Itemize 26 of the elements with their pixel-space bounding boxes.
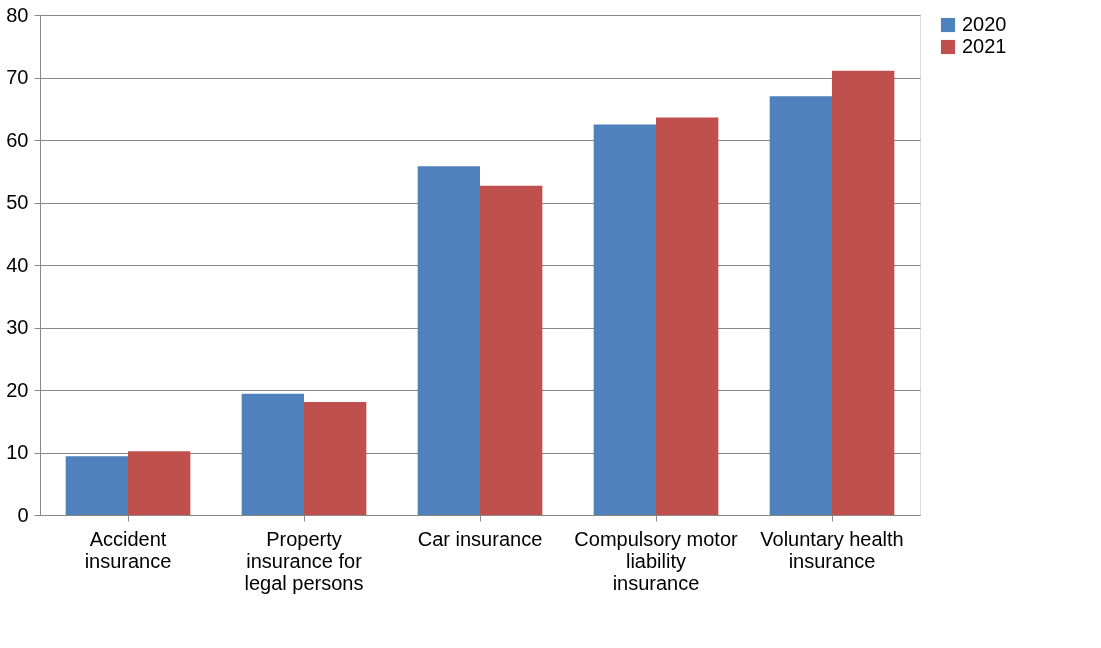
x-tick-label: Property insurance for legal persons [244, 527, 364, 594]
y-tick-label: 0 [17, 503, 29, 526]
x-tick-label: Car insurance [417, 527, 543, 550]
bar [128, 451, 191, 515]
y-tick-label: 10 [6, 441, 29, 463]
y-tick-label: 30 [6, 316, 29, 338]
y-tick-label: 40 [6, 253, 29, 276]
bar [656, 117, 719, 515]
y-tick-label: 20 [6, 378, 29, 401]
x-tick-label: Accident insurance [84, 527, 172, 572]
bar [480, 185, 543, 515]
bar [832, 70, 895, 515]
y-tick-label: 50 [6, 191, 29, 213]
legend-label: 2020 [962, 13, 1007, 35]
bar [593, 124, 656, 515]
bar [65, 456, 128, 515]
bar [769, 96, 832, 515]
y-tick-label: 60 [6, 128, 29, 151]
y-tick-label: 70 [6, 66, 29, 88]
bar [304, 401, 367, 515]
bar [417, 166, 480, 515]
bar [241, 393, 304, 515]
y-tick-label: 80 [6, 3, 29, 26]
x-tick-label: Voluntary health insurance [760, 527, 904, 572]
legend-label: 2021 [962, 35, 1007, 57]
x-tick-label: Compulsory motor liability insurance [574, 527, 739, 594]
